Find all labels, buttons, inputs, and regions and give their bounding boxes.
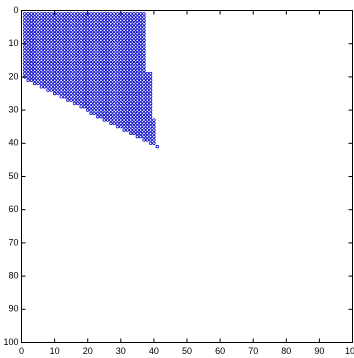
point-row: [102, 118, 156, 122]
point-row: [115, 125, 156, 129]
y-tick-label: 0: [13, 5, 18, 15]
point-row: [23, 38, 146, 43]
point-row: [23, 65, 146, 69]
x-tick-label: 0: [19, 346, 24, 356]
point-row: [23, 35, 146, 39]
y-tick-label: 30: [8, 104, 18, 114]
point-row: [109, 121, 156, 126]
point-row: [23, 42, 146, 46]
x-tick-label: 50: [182, 346, 192, 356]
point-row: [52, 91, 153, 96]
point-row: [23, 45, 146, 49]
point-row: [86, 108, 153, 112]
y-tick-label: 100: [3, 337, 18, 347]
point-row: [23, 32, 146, 36]
x-tick-label: 20: [83, 346, 93, 356]
y-tick-label: 70: [8, 237, 18, 247]
x-tick-label: 100: [345, 346, 354, 356]
y-tick-label: 90: [8, 304, 18, 314]
x-tick-label: 60: [215, 346, 225, 356]
point-row: [23, 25, 146, 29]
x-tick-label: 30: [116, 346, 126, 356]
point-row: [39, 85, 153, 89]
point-row: [23, 75, 153, 79]
point-row: [46, 88, 153, 92]
point-row: [23, 48, 146, 52]
y-tick-label: 20: [8, 71, 18, 81]
point-row: [79, 105, 153, 109]
point-row: [23, 18, 146, 23]
x-tick-label: 70: [248, 346, 258, 356]
y-tick-label: 60: [8, 204, 18, 214]
point-row: [89, 111, 153, 116]
point-row: [95, 115, 153, 119]
point-row: [129, 131, 156, 135]
axes-box: [21, 10, 353, 343]
point-row: [23, 61, 146, 66]
y-tick-label: 40: [8, 138, 18, 148]
point-row: [23, 22, 146, 26]
point-row: [72, 101, 153, 106]
point-row: [23, 58, 146, 62]
y-tick-label: 80: [8, 270, 18, 280]
point-row: [26, 78, 153, 82]
x-tick-label: 90: [314, 346, 324, 356]
point-row: [142, 138, 156, 142]
point-row: [23, 52, 146, 56]
x-tick-label: 10: [50, 346, 60, 356]
x-tick-label: 80: [281, 346, 291, 356]
point-row: [23, 12, 146, 16]
point-row: [59, 95, 153, 99]
point-row: [23, 15, 146, 19]
point-row: [23, 71, 153, 76]
point-row: [135, 135, 156, 139]
x-tick-label: 40: [149, 346, 159, 356]
point-row: [23, 55, 146, 59]
point-row: [33, 81, 153, 86]
point-row: [23, 68, 146, 72]
y-tick-label: 50: [8, 171, 18, 181]
point-row: [122, 128, 156, 132]
point-row: [66, 98, 153, 102]
point-row: [23, 28, 146, 33]
point-row: [148, 141, 156, 145]
y-tick-label: 10: [8, 38, 18, 48]
point-row: [155, 144, 159, 149]
